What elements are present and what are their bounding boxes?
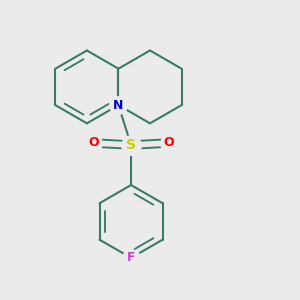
Text: N: N — [113, 99, 124, 112]
Text: O: O — [164, 136, 174, 149]
Text: F: F — [127, 251, 135, 264]
Text: S: S — [126, 138, 136, 152]
Text: O: O — [88, 136, 98, 149]
